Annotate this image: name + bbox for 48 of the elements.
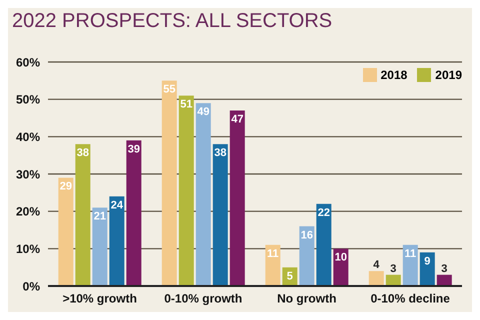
data-label: 9 xyxy=(424,255,430,268)
data-label: 55 xyxy=(163,84,176,96)
data-label: 22 xyxy=(318,206,330,219)
data-label: 21 xyxy=(94,210,106,223)
x-tick-label: 0-10% growth xyxy=(164,292,242,306)
data-label: 39 xyxy=(128,143,140,156)
y-tick-label: 60% xyxy=(16,55,40,70)
y-tick-label: 30% xyxy=(16,167,40,182)
x-tick-label: 0-10% decline xyxy=(370,292,450,306)
legend-label: 2019 xyxy=(435,68,462,82)
data-label: 10 xyxy=(334,252,347,264)
data-label: 51 xyxy=(180,98,192,111)
y-tick-label: 0% xyxy=(22,279,40,294)
legend-label: 2018 xyxy=(380,68,408,82)
y-tick-label: 40% xyxy=(16,130,40,144)
bar xyxy=(212,144,228,286)
bar xyxy=(299,226,314,286)
bar xyxy=(126,140,142,286)
bar xyxy=(178,96,194,286)
data-label: 11 xyxy=(404,248,416,260)
x-tick-label: >10% growth xyxy=(62,292,137,306)
bar xyxy=(196,103,211,286)
data-label: 3 xyxy=(441,262,448,275)
data-label: 38 xyxy=(214,147,226,160)
data-label: 49 xyxy=(197,106,210,118)
y-tick-label: 20% xyxy=(16,204,40,219)
bar xyxy=(75,144,90,286)
data-label: 4 xyxy=(373,259,380,272)
bar xyxy=(368,271,384,286)
bar xyxy=(92,208,108,286)
bar xyxy=(316,204,332,286)
data-label: 16 xyxy=(300,229,313,242)
chart-title: 2022 PROSPECTS: ALL SECTORS xyxy=(11,9,334,34)
bar xyxy=(162,80,177,286)
x-tick-label: No growth xyxy=(277,292,336,306)
y-tick-label: 50% xyxy=(16,92,40,107)
bar xyxy=(230,110,245,286)
data-label: 24 xyxy=(110,199,124,212)
data-label: 3 xyxy=(390,262,396,275)
data-label: 11 xyxy=(267,248,279,260)
data-label: 5 xyxy=(286,270,293,282)
data-label: 38 xyxy=(76,147,89,160)
y-tick-label: 10% xyxy=(16,242,40,256)
data-label: 29 xyxy=(60,180,72,193)
bar xyxy=(109,196,124,286)
bar xyxy=(420,252,435,286)
bar xyxy=(58,178,74,286)
data-label: 47 xyxy=(231,114,244,126)
